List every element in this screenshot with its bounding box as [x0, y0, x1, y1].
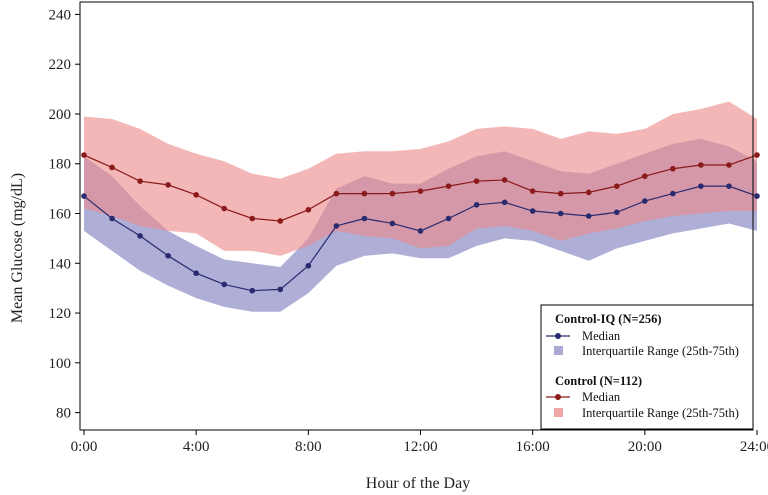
median-point [445, 215, 452, 222]
median-point [501, 199, 508, 206]
median-point [221, 205, 228, 212]
legend-range-swatch-2 [554, 408, 563, 417]
median-point [221, 281, 228, 288]
median-point [137, 233, 143, 239]
median-point [585, 213, 592, 219]
x-tick-label: 0:00 [71, 439, 98, 455]
median-point [305, 206, 312, 213]
legend-range-label-1: Interquartile Range (25th-75th) [582, 344, 739, 358]
median-point [249, 287, 256, 294]
y-tick-label: 240 [49, 7, 72, 23]
y-tick-label: 140 [49, 256, 72, 272]
iqr-bands [84, 101, 757, 312]
median-point [754, 193, 760, 199]
median-point [417, 228, 424, 234]
legend-range-label-2: Interquartile Range (25th-75th) [582, 406, 739, 420]
median-point [726, 162, 732, 168]
median-point [642, 198, 648, 204]
median-point [165, 182, 171, 188]
median-point [109, 215, 115, 222]
y-tick-label: 200 [49, 107, 72, 123]
median-point [473, 178, 480, 184]
x-tick-label: 4:00 [183, 439, 210, 455]
legend-group-title-1: Control-IQ (N=256) [555, 312, 662, 326]
median-point [137, 178, 143, 184]
median-points [81, 152, 760, 294]
median-point [361, 190, 368, 197]
median-point [726, 183, 732, 189]
x-tick-label: 20:00 [628, 439, 662, 455]
median-point [109, 164, 115, 171]
median-point [389, 220, 396, 227]
plot-frame [79, 1, 754, 431]
median-point [81, 152, 87, 158]
median-point [529, 188, 536, 194]
x-tick-label: 12:00 [403, 439, 437, 455]
legend-median-marker-1 [555, 333, 561, 339]
y-tick-label: 100 [49, 356, 72, 372]
median-point [277, 286, 284, 293]
x-tick-label: 24:00 [740, 439, 768, 455]
y-tick-label: 160 [49, 207, 72, 223]
y-tick-label: 80 [56, 406, 71, 422]
x-tick-label: 16:00 [516, 439, 550, 455]
y-tick-label: 180 [49, 157, 72, 173]
median-point [501, 177, 508, 183]
legend-box [540, 304, 754, 430]
median-point [165, 253, 171, 259]
median-point [698, 162, 704, 168]
median-point [557, 190, 564, 197]
legend-median-marker-2 [555, 394, 561, 400]
y-axis-title: Mean Glucose (mg/dL) [9, 173, 26, 323]
legend-group-title-2: Control (N=112) [555, 374, 642, 388]
median-point [557, 210, 564, 217]
median-point [670, 190, 676, 197]
median-point [529, 208, 536, 214]
median-point [81, 193, 87, 199]
legend-median-label-2: Median [582, 390, 621, 404]
legend-range-swatch-1 [554, 346, 563, 355]
median-point [361, 215, 368, 222]
x-tick-label: 8:00 [295, 439, 322, 455]
median-point [473, 202, 480, 208]
median-point [698, 183, 704, 189]
legend-median-label-1: Median [582, 329, 621, 343]
median-point [445, 183, 452, 189]
x-axis-title: Hour of the Day [366, 475, 470, 492]
x-axis-ticks: 0:00 4:00 8:00 12:00 16:00 20:00 24:00 [71, 430, 768, 455]
median-point [333, 223, 340, 229]
median-point [585, 189, 592, 196]
y-tick-label: 220 [49, 57, 72, 73]
median-point [613, 209, 620, 216]
median-point [305, 262, 312, 269]
median-point [193, 192, 199, 198]
median-point [333, 190, 340, 197]
median-point [249, 215, 256, 222]
median-point [670, 165, 676, 172]
median-point [613, 183, 620, 189]
y-axis-ticks: 80 100 120 140 160 180 200 220 240 [49, 7, 80, 422]
median-point [277, 218, 284, 224]
median-point [193, 270, 199, 277]
legend: Control-IQ (N=256) Median Interquartile … [540, 304, 754, 430]
median-point [389, 190, 396, 197]
median-point [417, 188, 424, 194]
median-point [754, 152, 760, 158]
y-tick-label: 120 [49, 306, 72, 322]
median-point [642, 173, 648, 179]
